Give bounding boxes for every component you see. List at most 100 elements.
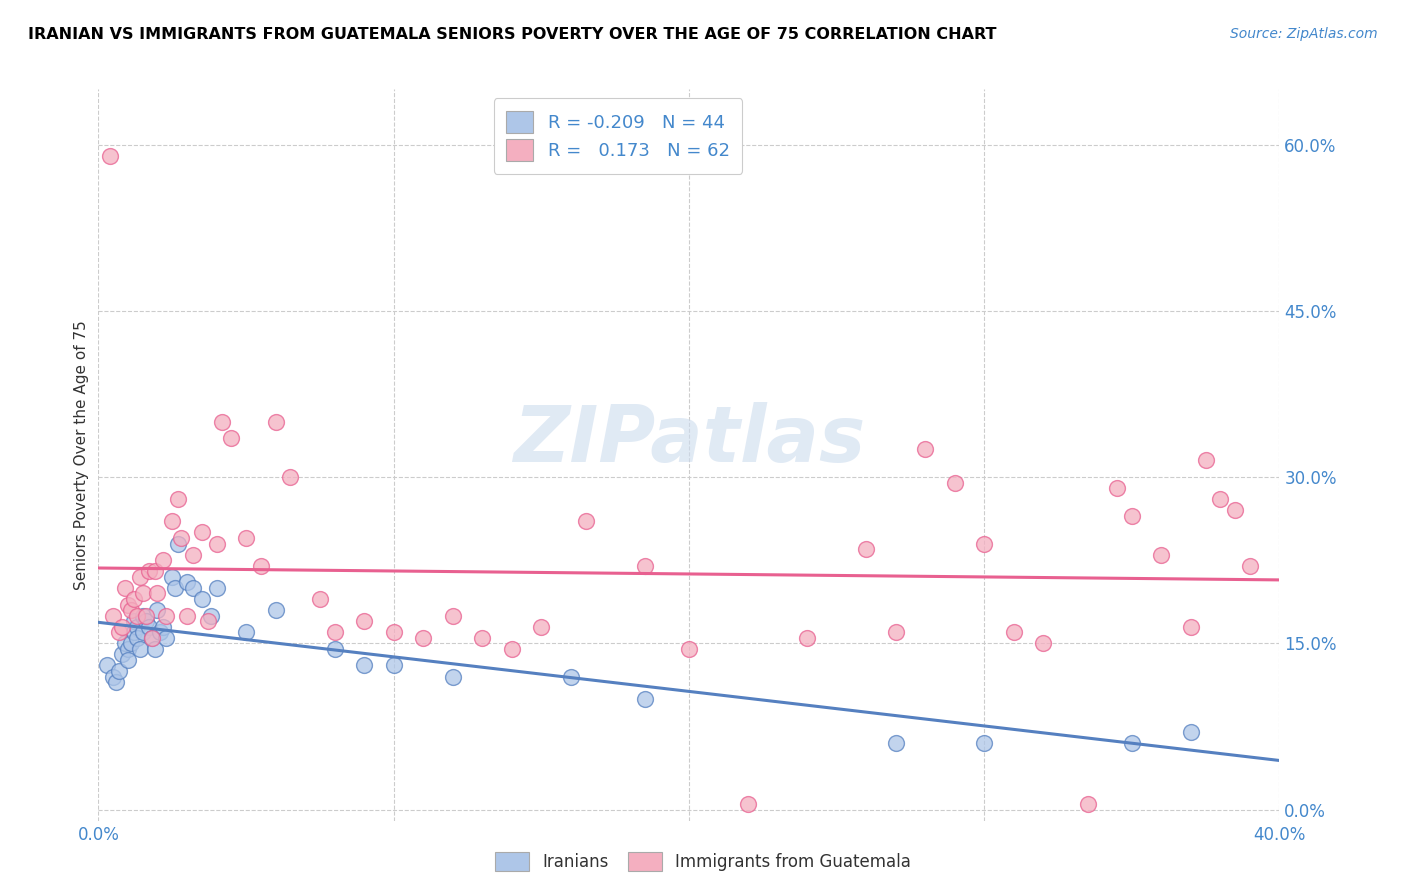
Point [122, 614, 145, 628]
Point [219, 431, 242, 445]
Point [441, 608, 464, 623]
Point [176, 575, 198, 590]
Point [132, 608, 155, 623]
Point [973, 536, 995, 550]
Point [103, 669, 125, 683]
Point [323, 641, 346, 656]
Point [884, 625, 907, 640]
Point [155, 631, 177, 645]
Text: IRANIAN VS IMMIGRANTS FROM GUATEMALA SENIORS POVERTY OVER THE AGE OF 75 CORRELAT: IRANIAN VS IMMIGRANTS FROM GUATEMALA SEN… [28, 27, 997, 42]
Point [122, 625, 145, 640]
Point [125, 608, 148, 623]
Point [128, 641, 150, 656]
Text: ZIPatlas: ZIPatlas [513, 402, 865, 478]
Point [122, 592, 145, 607]
Point [382, 658, 405, 673]
Point [128, 570, 150, 584]
Point [1121, 736, 1143, 750]
Point [205, 581, 228, 595]
Point [353, 614, 375, 628]
Point [382, 625, 405, 640]
Point [633, 691, 655, 706]
Legend: Iranians, Immigrants from Guatemala: Iranians, Immigrants from Guatemala [486, 843, 920, 880]
Point [135, 608, 157, 623]
Point [250, 558, 273, 573]
Point [1195, 453, 1218, 467]
Point [170, 531, 193, 545]
Point [278, 470, 302, 484]
Point [973, 736, 995, 750]
Point [132, 625, 155, 640]
Point [1002, 625, 1025, 640]
Point [323, 625, 346, 640]
Point [264, 415, 287, 429]
Point [353, 658, 375, 673]
Point [471, 631, 494, 645]
Point [197, 614, 219, 628]
Point [412, 631, 434, 645]
Point [737, 797, 759, 811]
Point [501, 641, 523, 656]
Point [530, 620, 553, 634]
Point [1239, 558, 1261, 573]
Point [120, 636, 142, 650]
Point [143, 564, 166, 578]
Point [143, 641, 166, 656]
Point [1180, 725, 1202, 739]
Point [138, 620, 160, 634]
Point [441, 669, 464, 683]
Point [309, 592, 332, 607]
Point [162, 570, 183, 584]
Point [167, 492, 190, 507]
Point [235, 531, 257, 545]
Point [235, 625, 257, 640]
Point [264, 603, 287, 617]
Point [135, 614, 157, 628]
Point [96, 658, 118, 673]
Point [105, 675, 128, 690]
Point [138, 564, 160, 578]
Point [125, 631, 148, 645]
Point [114, 636, 136, 650]
Point [1105, 481, 1128, 495]
Point [1150, 548, 1173, 562]
Point [111, 620, 134, 634]
Point [200, 608, 222, 623]
Point [108, 625, 131, 640]
Point [125, 620, 148, 634]
Point [796, 631, 818, 645]
Point [884, 736, 907, 750]
Point [943, 475, 966, 490]
Point [678, 641, 700, 656]
Point [141, 631, 163, 645]
Point [855, 542, 877, 557]
Point [1032, 636, 1054, 650]
Text: Source: ZipAtlas.com: Source: ZipAtlas.com [1230, 27, 1378, 41]
Point [146, 586, 169, 600]
Point [1209, 492, 1232, 507]
Point [165, 581, 187, 595]
Point [162, 515, 183, 529]
Point [120, 603, 142, 617]
Point [149, 625, 172, 640]
Point [1180, 620, 1202, 634]
Point [103, 608, 125, 623]
Point [1121, 508, 1143, 523]
Point [574, 515, 596, 529]
Point [211, 415, 233, 429]
Point [181, 548, 204, 562]
Point [633, 558, 655, 573]
Point [117, 598, 139, 612]
Point [111, 648, 134, 662]
Legend: R = -0.209   N = 44, R =   0.173   N = 62: R = -0.209 N = 44, R = 0.173 N = 62 [494, 98, 742, 174]
Point [205, 536, 228, 550]
Point [141, 631, 163, 645]
Point [117, 653, 139, 667]
Point [117, 641, 139, 656]
Point [132, 586, 155, 600]
Point [152, 553, 174, 567]
Point [152, 620, 174, 634]
Point [114, 581, 136, 595]
Point [155, 608, 177, 623]
Point [914, 442, 936, 457]
